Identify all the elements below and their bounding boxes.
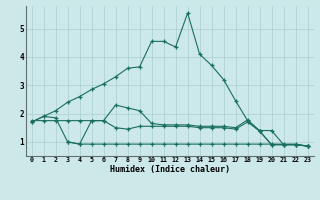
X-axis label: Humidex (Indice chaleur): Humidex (Indice chaleur) [109,165,230,174]
